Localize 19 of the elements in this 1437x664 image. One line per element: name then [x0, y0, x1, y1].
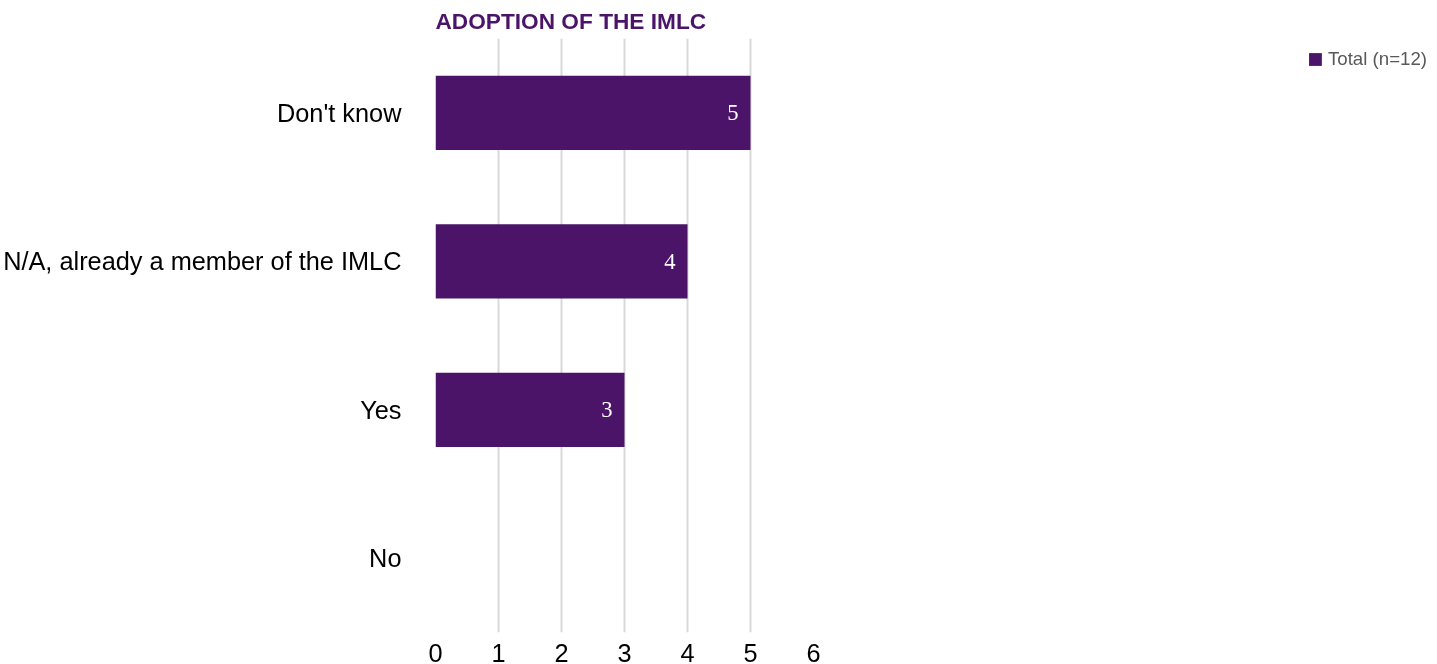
x-tick-label: 2 — [554, 638, 569, 664]
y-tick-label: Yes — [360, 395, 402, 424]
x-tick-label: 6 — [806, 638, 821, 664]
data-label: 5 — [727, 100, 739, 126]
legend-label: Total (n=12) — [1327, 48, 1427, 70]
chart-title: ADOPTION OF THE IMLC — [435, 7, 707, 34]
y-tick-label: No — [369, 544, 402, 573]
y-tick-label: N/A, already a member of the IMLC — [3, 247, 402, 276]
x-tick-label: 1 — [491, 638, 506, 664]
x-tick-label: 4 — [680, 638, 695, 664]
bar — [435, 75, 751, 150]
bar — [435, 372, 625, 447]
data-label: 4 — [664, 248, 676, 274]
bar — [435, 224, 688, 299]
x-tick-label: 5 — [743, 638, 758, 664]
x-tick-label: 3 — [617, 638, 632, 664]
x-tick-label: 0 — [428, 638, 443, 664]
data-label: 3 — [601, 397, 613, 423]
y-tick-label: Don't know — [277, 98, 403, 127]
